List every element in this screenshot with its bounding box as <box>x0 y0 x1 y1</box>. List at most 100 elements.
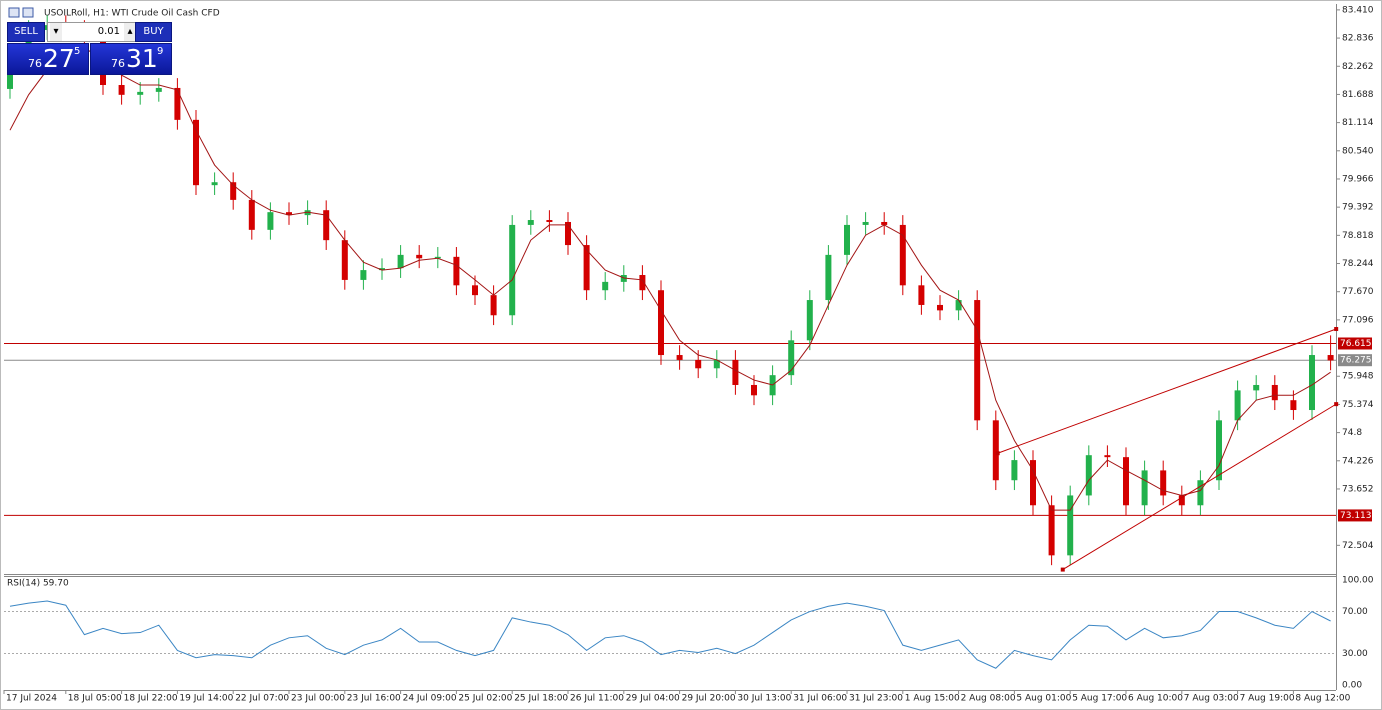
x-tick-label: 17 Jul 2024 <box>6 694 57 704</box>
x-tick-label: 19 Jul 14:00 <box>179 694 233 704</box>
candle-body <box>1327 355 1334 361</box>
candle-body <box>472 285 478 296</box>
sell-price[interactable]: 76 27 5 <box>7 43 89 75</box>
sell-button[interactable]: SELL <box>7 22 45 42</box>
candle-body <box>806 300 813 341</box>
candle-body <box>918 285 925 305</box>
candle-body <box>1123 457 1129 506</box>
icon <box>8 7 20 18</box>
trendline <box>1062 403 1337 571</box>
candle-body <box>825 254 832 301</box>
candle-body <box>546 220 553 222</box>
trendline <box>997 328 1337 454</box>
up-arrow[interactable]: ▴ <box>124 23 136 41</box>
candle-body <box>379 268 385 271</box>
candle-body <box>974 300 981 421</box>
y-tick-label: 77.096 <box>1342 315 1374 325</box>
y-tick-label: 79.392 <box>1342 203 1374 213</box>
y-tick-label: 83.410 <box>1342 5 1374 15</box>
y-tick-label: 82.262 <box>1342 62 1374 72</box>
y-tick-label: 77.670 <box>1342 287 1374 297</box>
y-tick-label: 78.244 <box>1342 259 1374 269</box>
x-tick-label: 26 Jul 11:00 <box>570 694 624 704</box>
y-tick-label: 81.688 <box>1342 90 1374 100</box>
candle-body <box>1253 384 1260 391</box>
candle-body <box>1178 495 1185 506</box>
candle-body <box>1271 384 1278 401</box>
candle-body <box>602 281 609 291</box>
x-tick-label: 24 Jul 09:00 <box>403 694 457 704</box>
trendline-handle <box>1334 327 1339 332</box>
candle-body <box>676 355 683 360</box>
candle-body <box>639 275 646 291</box>
buy-button[interactable]: BUY <box>135 22 172 42</box>
y-tick-label: 75.374 <box>1342 400 1374 410</box>
x-tick-label: 18 Jul 05:00 <box>68 694 122 704</box>
y-tick-label: 81.114 <box>1342 118 1374 128</box>
x-tick-label: 29 Jul 20:00 <box>682 694 736 704</box>
candle-body <box>955 300 962 311</box>
price-sup: 5 <box>74 46 81 57</box>
candle-body <box>844 224 850 255</box>
moving-average <box>9 47 1331 511</box>
candle-body <box>1011 460 1018 481</box>
candle-body <box>1030 460 1036 506</box>
candle-body <box>583 245 590 291</box>
chart-title: USOILRoll, H1: WTI Crude Oil Cash CFD <box>44 9 220 19</box>
price-big: 76 <box>111 57 125 70</box>
level-tag <box>1338 337 1372 350</box>
x-tick-label: 2 Aug 08:00 <box>961 694 1016 704</box>
candle-body <box>937 304 943 311</box>
x-tick-label: 23 Jul 00:00 <box>291 694 345 704</box>
candle-body <box>1309 355 1315 411</box>
candle-body <box>899 224 906 286</box>
price-big: 76 <box>28 57 42 70</box>
x-tick-label: 7 Aug 03:00 <box>1184 694 1239 704</box>
candle-body <box>1290 400 1297 411</box>
candle-body <box>565 221 571 246</box>
candle-body <box>323 210 330 241</box>
down-arrow[interactable]: ▾ <box>50 23 62 41</box>
candle-body <box>174 87 181 120</box>
candle-body <box>658 290 664 356</box>
candle-body <box>434 256 441 259</box>
candle-body <box>490 295 497 316</box>
candle-body <box>527 220 534 225</box>
candle-body <box>211 182 218 186</box>
rsi-title: RSI(14) 59.70 <box>7 579 69 589</box>
x-tick-label: 25 Jul 18:00 <box>514 694 568 704</box>
candle-body <box>1085 455 1092 496</box>
y-tick-label: 74.226 <box>1342 456 1374 466</box>
candle-body <box>713 359 720 369</box>
price-mid: 31 <box>126 44 158 73</box>
y-tick-label: 82.836 <box>1342 34 1374 44</box>
x-tick-label: 23 Jul 16:00 <box>347 694 401 704</box>
level-tag <box>1338 509 1372 522</box>
candle-body <box>193 119 199 186</box>
candle-body <box>286 212 292 216</box>
x-tick-label: 8 Aug 12:00 <box>1295 694 1350 704</box>
y-tick-label: 100.00 <box>1342 576 1374 586</box>
y-tick-label: 74.8 <box>1342 428 1362 438</box>
candle-body <box>509 224 516 316</box>
y-tick-label: 30.00 <box>1342 649 1368 659</box>
candle-body <box>137 91 144 95</box>
x-tick-label: 29 Jul 04:00 <box>626 694 680 704</box>
y-tick-label: 72.504 <box>1342 541 1374 551</box>
candle-body <box>1234 390 1241 421</box>
buy-price[interactable]: 76 31 9 <box>90 43 172 75</box>
candle-body <box>881 221 888 225</box>
trendline-handle <box>995 451 1000 456</box>
candle-body <box>1216 420 1222 481</box>
price-sup: 9 <box>157 46 164 57</box>
volume-box[interactable]: ▾ 0.01 ▴ <box>47 22 139 42</box>
y-tick-label: 78.818 <box>1342 231 1374 241</box>
candle-body <box>732 359 739 385</box>
trendline-handle <box>1334 402 1339 407</box>
candle-body <box>230 182 237 200</box>
x-tick-label: 6 Aug 10:00 <box>1128 694 1183 704</box>
candle-body <box>1197 480 1204 506</box>
